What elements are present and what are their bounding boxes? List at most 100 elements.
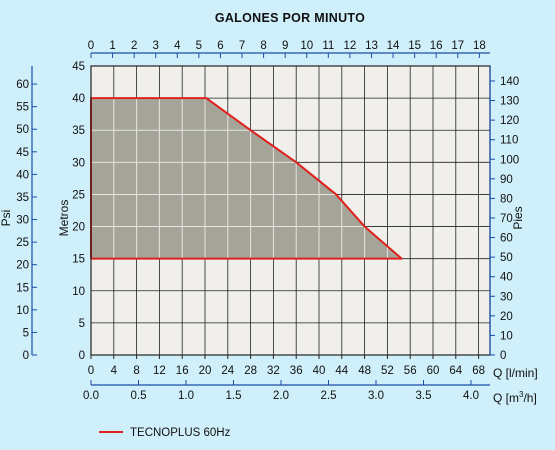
top-tick-label: 4 [174, 40, 181, 52]
bottom2-tick-label: 0.0 [83, 390, 99, 402]
right-axis-pies: 0 10 20 30 40 50 60 70 80 90 100 110 120 130 140 [489, 66, 519, 362]
psi-tick-label: 20 [16, 260, 29, 272]
bottom-primary-label: Q [l/min] [493, 366, 538, 380]
pies-tick-label: 110 [500, 135, 518, 147]
operating-area-fill [91, 98, 402, 259]
top-tick-label: 2 [131, 40, 137, 52]
bottom-tick-label: 0 [88, 365, 94, 377]
bottom-tick-label: 64 [449, 365, 462, 377]
left-axis-metros: 0 5 10 15 20 25 30 35 40 45 [72, 61, 85, 362]
bottom-axis-lmin: 0 4 8 12 16 20 24 28 32 36 40 44 48 52 56 60 64 68 [88, 355, 485, 377]
metros-tick-label: 45 [72, 61, 85, 73]
top-tick-label: 5 [196, 40, 202, 52]
top-tick-label: 15 [408, 40, 421, 52]
metros-tick-label: 25 [72, 189, 85, 201]
pies-tick-label: 130 [500, 96, 519, 108]
bottom-tick-label: 40 [313, 365, 326, 377]
pies-tick-label: 90 [500, 174, 513, 186]
psi-tick-label: 40 [16, 169, 29, 181]
bottom-tick-label: 8 [133, 365, 139, 377]
top-tick-label: 12 [343, 40, 356, 52]
pies-tick-label: 30 [500, 291, 513, 303]
metros-axis-label: Metros [57, 200, 71, 237]
bottom-tick-label: 48 [358, 365, 371, 377]
bottom2-tick-label: 3.0 [368, 390, 384, 402]
top-tick-label: 1 [109, 40, 115, 52]
bottom2-tick-label: 1.0 [178, 390, 194, 402]
bottom-tick-label: 44 [335, 365, 348, 377]
top-tick-label: 16 [430, 40, 443, 52]
bottom-secondary-label: Q [m3/h] [493, 390, 537, 405]
metros-tick-label: 5 [79, 318, 85, 330]
pies-tick-label: 40 [500, 272, 513, 284]
psi-tick-label: 15 [16, 282, 29, 294]
left-axis-psi: 0 5 10 15 20 25 30 35 40 45 50 55 60 [16, 66, 37, 362]
psi-tick-label: 55 [16, 102, 29, 114]
legend-label-tecnoplus-60hz: TECNOPLUS 60Hz [130, 427, 231, 439]
top-tick-label: 18 [473, 40, 486, 52]
bottom-tick-label: 28 [244, 365, 257, 377]
top-tick-label: 8 [260, 40, 266, 52]
top-tick-label: 3 [153, 40, 159, 52]
metros-tick-label: 30 [72, 157, 85, 169]
metros-tick-label: 20 [72, 222, 85, 234]
metros-tick-label: 35 [72, 125, 85, 137]
psi-tick-label: 0 [23, 350, 29, 362]
bottom-tick-label: 56 [404, 365, 417, 377]
psi-tick-label: 35 [16, 192, 29, 204]
bottom-tick-label: 16 [176, 365, 189, 377]
bottom2-tick-label: 3.5 [416, 390, 432, 402]
bottom-tick-label: 52 [381, 365, 394, 377]
pies-axis-label: Pies [511, 206, 525, 229]
bottom-tick-label: 20 [199, 365, 212, 377]
bottom2-tick-label: 0.5 [131, 390, 147, 402]
bottom-tick-label: 32 [267, 365, 280, 377]
pies-tick-label: 80 [500, 193, 513, 205]
series-curve-tecnoplus-60hz [90, 97, 403, 260]
top-tick-label: 14 [387, 40, 400, 52]
psi-tick-label: 30 [16, 215, 29, 227]
pies-tick-label: 140 [500, 76, 519, 88]
psi-axis-label: Psi [0, 210, 13, 227]
top-tick-label: 9 [282, 40, 288, 52]
pies-tick-label: 10 [500, 330, 513, 342]
pies-tick-label: 120 [500, 115, 519, 127]
metros-tick-label: 10 [72, 286, 85, 298]
pies-tick-label: 0 [500, 350, 506, 362]
pies-tick-label: 70 [500, 213, 513, 225]
top-tick-label: 6 [217, 40, 223, 52]
pies-tick-label: 60 [500, 233, 513, 245]
bottom-tick-label: 60 [427, 365, 440, 377]
bottom2-tick-label: 4.0 [463, 390, 479, 402]
bottom-tick-label: 12 [153, 365, 166, 377]
pies-tick-label: 20 [500, 311, 513, 323]
psi-tick-label: 60 [16, 79, 29, 91]
top-tick-label: 13 [365, 40, 378, 52]
bottom-axis-m3h: 0.0 0.5 1.0 1.5 2.0 2.5 3.0 3.5 4.0 [83, 380, 490, 402]
top-tick-label: 0 [88, 40, 94, 52]
bottom2-tick-label: 1.5 [226, 390, 242, 402]
top-tick-label: 7 [239, 40, 245, 52]
top-axis-title: GALONES POR MINUTO [215, 11, 365, 25]
metros-tick-label: 15 [72, 254, 85, 266]
psi-tick-label: 10 [16, 305, 29, 317]
pies-tick-label: 50 [500, 252, 513, 264]
psi-tick-label: 45 [16, 147, 29, 159]
pies-tick-label: 100 [500, 154, 519, 166]
psi-tick-label: 25 [16, 237, 29, 249]
top-tick-label: 17 [451, 40, 464, 52]
metros-tick-label: 0 [79, 350, 85, 362]
bottom2-tick-label: 2.5 [321, 390, 337, 402]
psi-tick-label: 5 [23, 327, 29, 339]
bottom-tick-label: 36 [290, 365, 303, 377]
bottom-tick-label: 4 [111, 365, 118, 377]
bottom-tick-label: 24 [221, 365, 234, 377]
bottom2-tick-label: 2.0 [273, 390, 289, 402]
top-axis-gpm: 0 1 2 3 4 5 6 7 8 9 10 11 12 13 14 15 16 17 18 [88, 40, 490, 58]
top-tick-label: 10 [300, 40, 313, 52]
bottom-tick-label: 68 [472, 365, 485, 377]
metros-tick-label: 40 [72, 93, 85, 105]
psi-tick-label: 50 [16, 124, 29, 136]
top-tick-label: 11 [322, 40, 334, 52]
